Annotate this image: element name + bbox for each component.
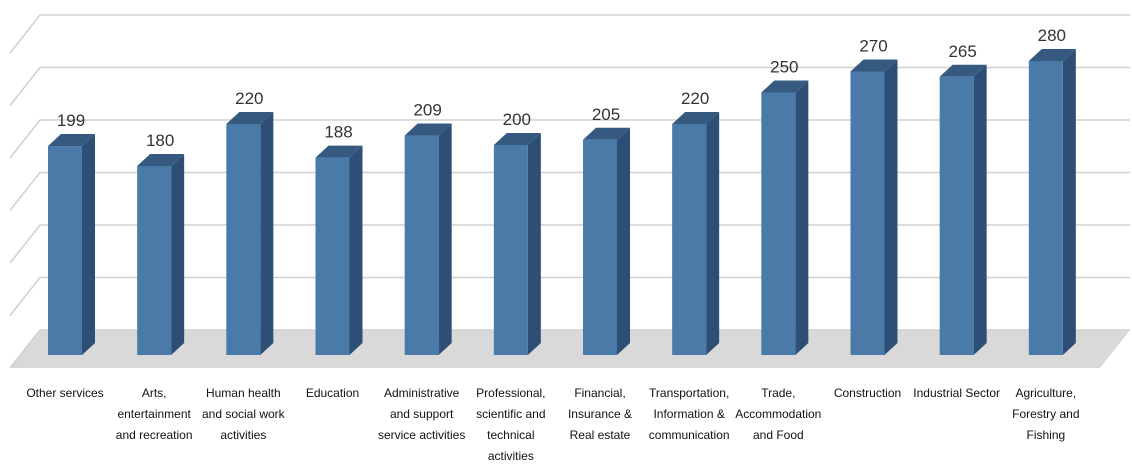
bar-front [672, 124, 707, 355]
grid-line [9, 66, 1130, 106]
value-label: 205 [592, 105, 620, 124]
bar-front [583, 139, 617, 355]
bar-top [761, 80, 809, 93]
x-tick-label: Other services [26, 386, 104, 400]
bar [583, 127, 630, 355]
bar-side [973, 64, 987, 355]
bar-side [438, 123, 452, 355]
bar-top [493, 133, 541, 145]
bar-side [349, 145, 363, 355]
x-tick-label: Administrative and support service activ… [377, 386, 466, 442]
value-label: 220 [235, 89, 263, 108]
bar [939, 64, 987, 355]
bar-front [48, 146, 82, 355]
bar-front [1028, 61, 1063, 355]
bar-top [672, 112, 720, 124]
value-label: 250 [770, 58, 798, 77]
bar-side [1062, 49, 1076, 355]
bar-front [226, 124, 261, 355]
bar-front [404, 135, 439, 355]
bar-top [404, 123, 452, 136]
bar-front [315, 157, 350, 355]
bar-side [706, 112, 720, 355]
bar [226, 112, 274, 355]
bar-front [137, 166, 172, 355]
bar-side [260, 112, 274, 355]
bar-side [884, 59, 898, 355]
value-label: 209 [413, 101, 441, 120]
bar-front [850, 71, 885, 355]
x-tick-label: Arts, entertainment and recreation [115, 386, 193, 442]
x-tick-label: Transportation, Information & communicat… [648, 386, 730, 442]
value-label: 265 [948, 42, 976, 61]
x-tick-label: Financial, Insurance & Real estate [567, 386, 633, 442]
x-tick-label: Construction [833, 386, 902, 400]
bar-top [315, 145, 363, 158]
bar-top [583, 127, 630, 140]
floor [10, 330, 1130, 368]
bar-top [1028, 49, 1076, 61]
bar [315, 145, 363, 355]
bar-front [761, 92, 796, 355]
value-label: 188 [324, 123, 352, 142]
bar [48, 134, 95, 355]
value-label: 180 [146, 131, 174, 150]
value-label: 270 [859, 37, 887, 56]
x-tick-label: Professional, scientific and technical a… [476, 386, 546, 463]
bar-top [939, 64, 987, 77]
bar-side [527, 133, 541, 355]
bar-side [171, 154, 185, 355]
bar-top [137, 154, 185, 166]
bar-front [493, 145, 528, 355]
grid-line [9, 14, 1130, 54]
bar-side [617, 127, 630, 355]
bar-side [795, 80, 809, 355]
x-tick-label: Trade, Accommodation and Food [735, 386, 822, 442]
value-label: 199 [57, 111, 85, 130]
bar [761, 80, 809, 355]
bar [1028, 49, 1076, 355]
bar [850, 59, 898, 355]
x-tick-label: Agriculture, Forestry and Fishing [1012, 386, 1080, 442]
value-label: 280 [1038, 26, 1066, 45]
bar-side [82, 134, 95, 355]
x-tick-label: Human health and social work activities [201, 386, 285, 442]
x-tick-label: Education [305, 386, 360, 400]
bar [404, 123, 452, 355]
bar-top [850, 59, 898, 72]
bar [672, 112, 720, 355]
value-label: 200 [503, 110, 531, 129]
bar-top [48, 134, 95, 147]
bar [493, 133, 541, 355]
bar-top [226, 112, 274, 124]
value-label: 220 [681, 89, 709, 108]
bar-front [939, 76, 974, 355]
bar [137, 154, 185, 355]
x-tick-label: Industrial Sector [913, 386, 1001, 400]
